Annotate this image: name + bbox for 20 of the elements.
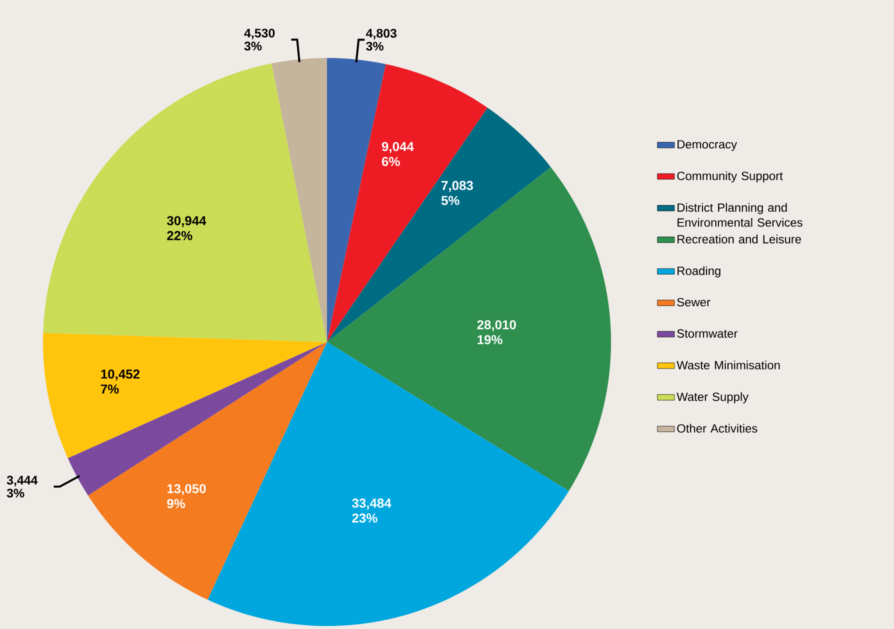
- data-label: 4,530 3%: [244, 28, 275, 50]
- legend-label: Water Supply: [676, 392, 749, 404]
- legend-label: Roading: [678, 266, 720, 278]
- legend-label: Waste Minimisation: [676, 360, 780, 370]
- legend-label: Sewer: [677, 298, 710, 306]
- legend-label: District Planning and Environmental Services: [678, 203, 802, 227]
- data-label: 7,083 5%: [441, 180, 473, 206]
- data-label: 33,484 23%: [352, 498, 392, 523]
- data-label: 13,050 9%: [167, 484, 206, 508]
- data-label: 3,444 3%: [6, 476, 38, 498]
- data-label: 28,010 19%: [477, 320, 516, 344]
- legend-label: Democracy: [678, 140, 738, 151]
- data-label: 30,944 22%: [166, 216, 206, 240]
- data-label: 9,044 6%: [382, 142, 414, 166]
- data-label: 4,803 3%: [366, 28, 397, 51]
- data-label: 10,452 7%: [100, 370, 140, 394]
- legend-label: Recreation and Leisure: [678, 234, 801, 244]
- legend-label: Stormwater: [677, 329, 738, 338]
- legend-label: Community Support: [677, 171, 783, 183]
- legend-label: Other Activities: [677, 424, 758, 433]
